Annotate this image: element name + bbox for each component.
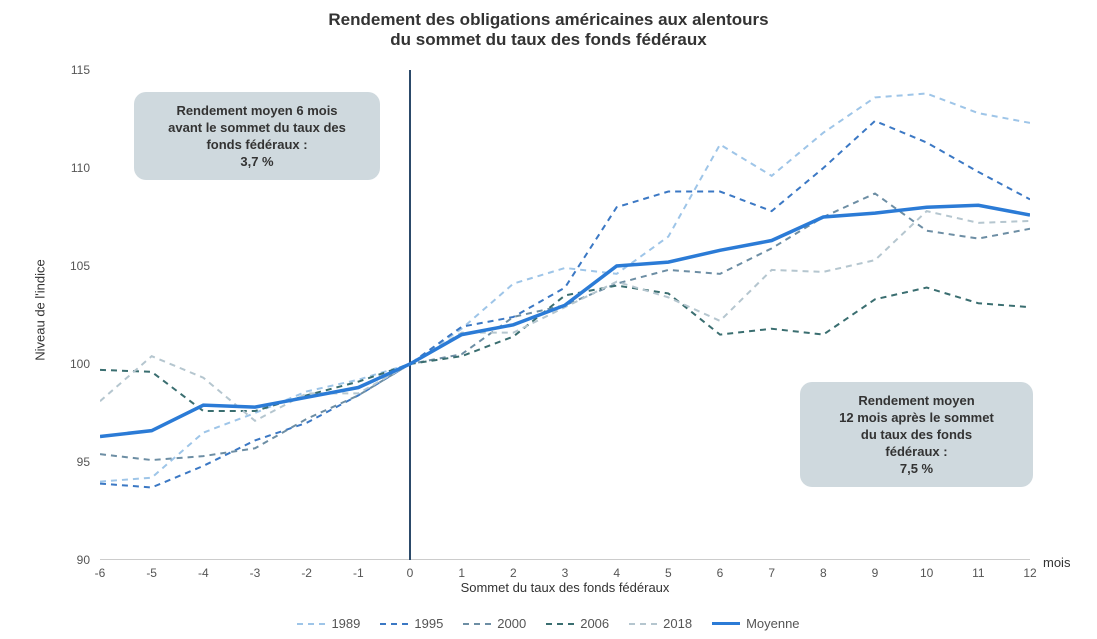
legend-item: 2000 [463,616,526,631]
legend-label: 2006 [580,616,609,631]
legend-swatch [629,623,657,625]
x-tick-label: -2 [292,566,322,580]
annotation-line: Rendement moyen [858,393,974,408]
x-tick-label: 8 [808,566,838,580]
annotation-line: Rendement moyen 6 mois [176,103,337,118]
legend-label: Moyenne [746,616,799,631]
x-tick-label: 6 [705,566,735,580]
y-axis-label: Niveau de l'indice [33,259,48,361]
months-label: mois [1043,555,1070,570]
x-tick-label: 2 [498,566,528,580]
chart-container: Rendement des obligations américaines au… [0,0,1097,639]
y-tick-label: 100 [60,357,90,371]
y-tick-label: 90 [60,553,90,567]
x-tick-label: 1 [447,566,477,580]
legend-label: 2000 [497,616,526,631]
legend-label: 1995 [414,616,443,631]
annotation-line: fonds fédéraux : [206,137,307,152]
x-tick-label: -4 [188,566,218,580]
chart-title: Rendement des obligations américaines au… [0,10,1097,50]
x-tick-label: 4 [602,566,632,580]
chart-legend: 1989 1995 2000 2006 2018 Moyenne [0,612,1097,632]
legend-label: 1989 [331,616,360,631]
title-line-1: Rendement des obligations américaines au… [328,10,768,29]
legend-swatch [712,622,740,625]
annotation-line: du taux des fonds [861,427,972,442]
x-tick-label: 3 [550,566,580,580]
legend-item: 1989 [297,616,360,631]
annotation-line: avant le sommet du taux des [168,120,346,135]
legend-swatch [546,623,574,625]
x-tick-label: 11 [963,566,993,580]
annotation-line: 7,5 % [900,461,933,476]
annotation-before-peak: Rendement moyen 6 mois avant le sommet du… [134,92,380,180]
y-tick-label: 115 [60,63,90,77]
x-tick-label: -5 [137,566,167,580]
y-tick-label: 110 [60,161,90,175]
y-tick-label: 105 [60,259,90,273]
x-tick-label: 7 [757,566,787,580]
x-tick-label: 0 [395,566,425,580]
legend-swatch [297,623,325,625]
title-line-2: du sommet du taux des fonds fédéraux [390,30,706,49]
legend-label: 2018 [663,616,692,631]
x-axis-label: Sommet du taux des fonds fédéraux [461,580,670,595]
x-tick-label: 12 [1015,566,1045,580]
x-tick-label: 5 [653,566,683,580]
annotation-line: 3,7 % [240,154,273,169]
annotation-after-peak: Rendement moyen 12 mois après le sommet du… [800,382,1033,487]
x-tick-label: -1 [343,566,373,580]
annotation-line: fédéraux : [885,444,947,459]
x-tick-label: -3 [240,566,270,580]
x-tick-label: -6 [85,566,115,580]
legend-item: 2018 [629,616,692,631]
legend-item: 2006 [546,616,609,631]
legend-item: Moyenne [712,616,799,631]
legend-item: 1995 [380,616,443,631]
annotation-line: 12 mois après le sommet [839,410,994,425]
legend-swatch [380,623,408,625]
x-tick-label: 10 [912,566,942,580]
y-tick-label: 95 [60,455,90,469]
x-tick-label: 9 [860,566,890,580]
legend-swatch [463,623,491,625]
